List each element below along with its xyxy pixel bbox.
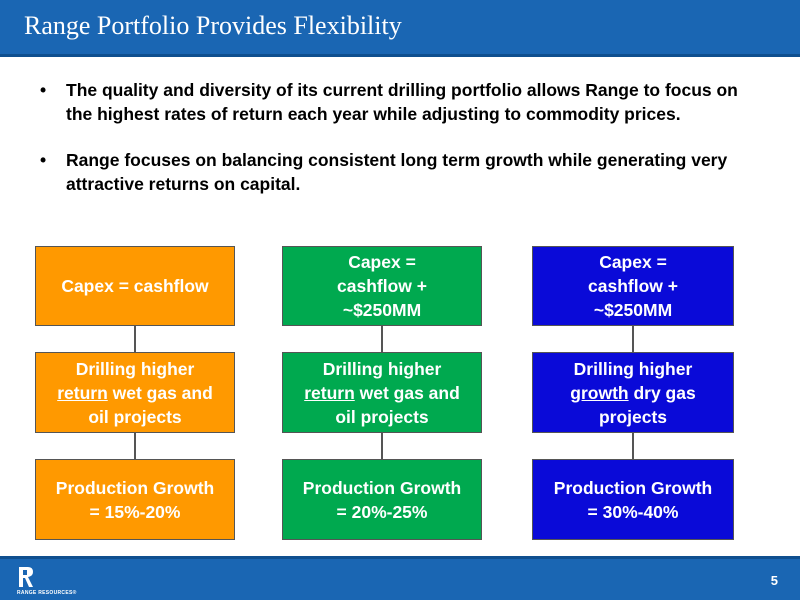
growth-box-2: Production Growth = 20%-25% bbox=[282, 459, 482, 540]
growth-value: = 30%-40% bbox=[587, 501, 679, 522]
bullet-item: The quality and diversity of its current… bbox=[40, 78, 760, 126]
connector-line bbox=[381, 326, 383, 352]
capex-box-1: Capex = cashflow bbox=[35, 246, 235, 326]
drilling-emphasis: growth bbox=[570, 382, 629, 403]
drilling-emphasis: return bbox=[304, 382, 355, 403]
capex-text: cashflow + bbox=[337, 276, 427, 296]
capex-text: Capex = cashflow bbox=[61, 276, 209, 296]
bullet-list: The quality and diversity of its current… bbox=[40, 78, 760, 218]
drilling-box-3: Drilling higher growth dry gas projects bbox=[532, 352, 734, 433]
connector-line bbox=[632, 326, 634, 352]
connector-line bbox=[134, 326, 136, 352]
drilling-text: oil projects bbox=[335, 406, 429, 427]
drilling-text: projects bbox=[598, 406, 668, 427]
growth-label: Production Growth bbox=[553, 477, 713, 498]
capex-text: cashflow + bbox=[588, 276, 678, 296]
logo-text: RANGE RESOURCES® bbox=[17, 590, 77, 596]
footer-bar bbox=[0, 559, 800, 600]
page-number: 5 bbox=[770, 573, 778, 588]
drilling-text: wet gas and bbox=[354, 382, 460, 403]
drilling-text: oil projects bbox=[88, 406, 182, 427]
drilling-text: Drilling higher bbox=[322, 358, 442, 379]
growth-label: Production Growth bbox=[55, 477, 215, 498]
growth-value: = 20%-25% bbox=[336, 501, 428, 522]
growth-value: = 15%-20% bbox=[89, 501, 181, 522]
drilling-text: wet gas and bbox=[107, 382, 213, 403]
drilling-box-1: Drilling higher return wet gas and oil p… bbox=[35, 352, 235, 433]
connector-line bbox=[632, 433, 634, 459]
growth-box-3: Production Growth = 30%-40% bbox=[532, 459, 734, 540]
capex-text: Capex = bbox=[348, 252, 416, 272]
slide-title: Range Portfolio Provides Flexibility bbox=[24, 11, 402, 40]
bullet-item: Range focuses on balancing consistent lo… bbox=[40, 148, 760, 196]
drilling-text: dry gas bbox=[628, 382, 696, 403]
growth-label: Production Growth bbox=[302, 477, 462, 498]
drilling-emphasis: return bbox=[57, 382, 108, 403]
capex-text: Capex = bbox=[599, 252, 667, 272]
range-logo-icon bbox=[19, 567, 33, 587]
capex-box-3: Capex = cashflow + ~$250MM bbox=[532, 246, 734, 326]
connector-line bbox=[134, 433, 136, 459]
capex-text: ~$250MM bbox=[593, 300, 673, 320]
growth-box-1: Production Growth = 15%-20% bbox=[35, 459, 235, 540]
drilling-text: Drilling higher bbox=[573, 358, 693, 379]
drilling-text: Drilling higher bbox=[75, 358, 195, 379]
capex-text: ~$250MM bbox=[342, 300, 422, 320]
connector-line bbox=[381, 433, 383, 459]
drilling-box-2: Drilling higher return wet gas and oil p… bbox=[282, 352, 482, 433]
capex-box-2: Capex = cashflow + ~$250MM bbox=[282, 246, 482, 326]
title-divider bbox=[0, 54, 800, 57]
footer-divider bbox=[0, 556, 800, 559]
title-bar bbox=[0, 0, 800, 54]
